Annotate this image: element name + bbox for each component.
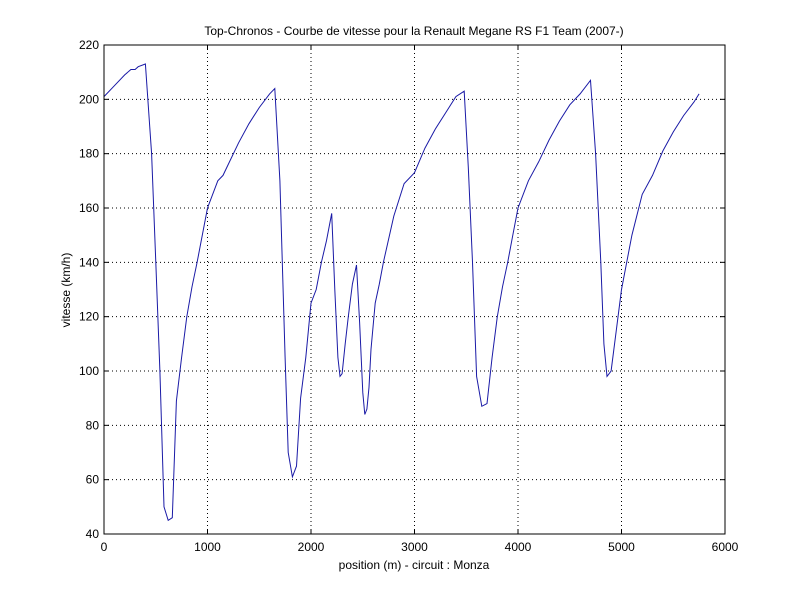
x-axis-label: position (m) - circuit : Monza: [339, 558, 490, 572]
x-tick-label: 1000: [194, 540, 221, 554]
chart-title: Top-Chronos - Courbe de vitesse pour la …: [204, 24, 623, 38]
y-tick-label: 80: [86, 418, 100, 432]
y-tick-label: 220: [79, 38, 99, 52]
speed-series-line: [103, 63, 700, 522]
y-tick-label: 60: [86, 473, 100, 487]
y-tick-label: 100: [79, 364, 99, 378]
y-tick-label: 120: [79, 310, 99, 324]
y-tick-label: 200: [79, 92, 99, 106]
x-tick-label: 2000: [298, 540, 325, 554]
x-tick-label: 0: [101, 540, 108, 554]
y-tick-label: 140: [79, 255, 99, 269]
x-tick-label: 3000: [401, 540, 428, 554]
y-tick-label: 160: [79, 201, 99, 215]
x-tick-label: 5000: [608, 540, 635, 554]
plot-frame: [103, 44, 726, 535]
x-tick-label: 4000: [505, 540, 532, 554]
y-axis-label: vitesse (km/h): [59, 253, 73, 328]
y-tick-label: 180: [79, 147, 99, 161]
tick-labels: 0 1000 2000 3000 4000 5000 6000 40 60 80 100 120 140…: [79, 38, 739, 554]
y-tick-label: 40: [86, 527, 100, 541]
x-tick-label: 6000: [712, 540, 739, 554]
